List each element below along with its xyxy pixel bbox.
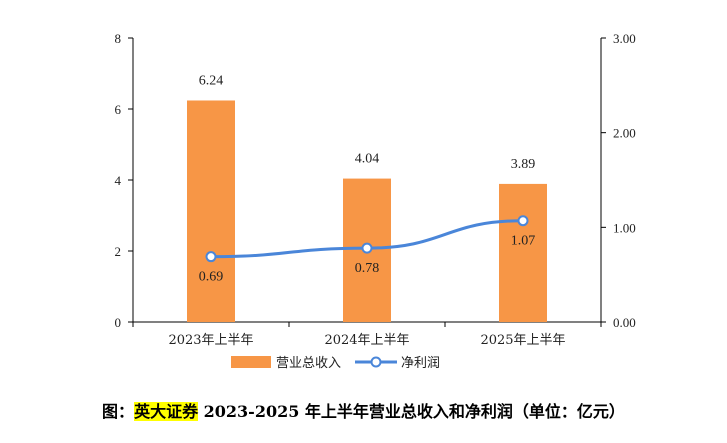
net-profit-point [205, 251, 217, 263]
revenue-value-label: 6.24 [199, 73, 224, 88]
right-tick-label: 0.00 [613, 315, 636, 330]
revenue-bar [499, 183, 547, 322]
left-tick-label: 8 [115, 31, 122, 46]
net-profit-point [517, 215, 529, 227]
revenue-value-label: 3.89 [511, 157, 536, 172]
net-profit-line [205, 215, 529, 263]
legend: 营业总收入 净利润 [231, 356, 440, 371]
caption-prefix: 图： [102, 402, 135, 421]
right-tick-label: 2.00 [613, 126, 636, 141]
right-tick-label: 1.00 [613, 220, 636, 235]
net-profit-value-label: 0.78 [355, 261, 380, 276]
legend-profit-marker [370, 356, 382, 368]
net-profit-value-label: 0.69 [199, 270, 224, 285]
left-tick-label: 2 [115, 244, 122, 259]
right-tick-label: 3.00 [613, 31, 636, 46]
left-tick-label: 6 [115, 102, 122, 117]
legend-profit-label: 净利润 [401, 356, 440, 371]
data-labels: 6.24 4.04 3.89 0.69 0.78 1.07 [199, 73, 536, 284]
net-profit-value-label: 1.07 [511, 234, 536, 249]
left-tick-label: 4 [115, 173, 122, 188]
left-tick-label: 0 [115, 315, 122, 330]
revenue-value-label: 4.04 [355, 152, 380, 167]
caption-highlight: 英大证券 [134, 402, 199, 421]
bars [187, 100, 547, 322]
figure-caption: 图：英大证券 2023-2025 年上半年营业总收入和净利润（单位：亿元） [0, 398, 727, 422]
x-category-label: 2025年上半年 [480, 333, 565, 348]
x-category-label: 2024年上半年 [324, 333, 409, 348]
legend-revenue-swatch [231, 356, 271, 368]
axes: 0 2 4 6 8 0.00 1.00 2.00 3.00 2023年上半年 2024年上半年 202… [115, 31, 636, 348]
caption-rest: 2023-2025 年上半年营业总收入和净利润（单位：亿元） [198, 402, 625, 421]
net-profit-point [361, 242, 373, 254]
x-category-label: 2023年上半年 [168, 333, 253, 348]
revenue-bar [187, 100, 235, 322]
legend-revenue-label: 营业总收入 [276, 356, 341, 371]
